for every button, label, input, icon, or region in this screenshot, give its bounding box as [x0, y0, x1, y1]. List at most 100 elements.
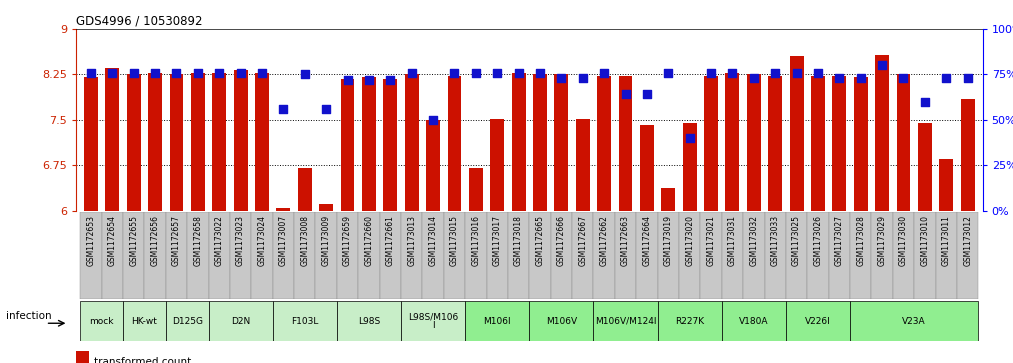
- Point: [511, 70, 527, 76]
- Text: GSM1173007: GSM1173007: [279, 215, 288, 266]
- Bar: [101, 212, 123, 299]
- Point: [724, 70, 741, 76]
- Text: GSM1173032: GSM1173032: [750, 215, 759, 266]
- Bar: [918, 123, 932, 211]
- Bar: [636, 212, 657, 299]
- Bar: [700, 212, 721, 299]
- Bar: [765, 212, 786, 299]
- Bar: [277, 208, 291, 211]
- Point: [574, 75, 591, 81]
- Text: V23A: V23A: [903, 317, 926, 326]
- Bar: [807, 212, 829, 299]
- Text: GSM1172663: GSM1172663: [621, 215, 630, 266]
- Text: GSM1173025: GSM1173025: [792, 215, 801, 266]
- Point: [126, 70, 142, 76]
- Bar: [657, 212, 679, 299]
- Bar: [744, 212, 765, 299]
- Bar: [512, 73, 526, 211]
- Point: [339, 77, 356, 83]
- Point: [382, 77, 398, 83]
- Point: [788, 70, 804, 76]
- Bar: [213, 73, 226, 211]
- Text: GSM1173008: GSM1173008: [300, 215, 309, 266]
- Bar: [127, 74, 141, 211]
- Bar: [850, 301, 979, 341]
- Bar: [572, 212, 594, 299]
- Bar: [315, 212, 337, 299]
- Bar: [533, 74, 547, 211]
- Text: GSM1173012: GSM1173012: [963, 215, 972, 266]
- Point: [682, 135, 698, 141]
- Bar: [337, 212, 359, 299]
- Bar: [747, 74, 761, 211]
- Bar: [359, 212, 380, 299]
- Bar: [76, 351, 89, 363]
- Text: GSM1172662: GSM1172662: [600, 215, 609, 266]
- Bar: [829, 212, 850, 299]
- Point: [425, 117, 442, 123]
- Point: [895, 75, 912, 81]
- Point: [746, 75, 762, 81]
- Text: GDS4996 / 10530892: GDS4996 / 10530892: [76, 15, 203, 28]
- Bar: [725, 73, 739, 211]
- Text: GSM1173026: GSM1173026: [813, 215, 823, 266]
- Point: [147, 70, 163, 76]
- Text: M106V/M124I: M106V/M124I: [595, 317, 656, 326]
- Bar: [939, 159, 953, 211]
- Text: GSM1173014: GSM1173014: [428, 215, 438, 266]
- Text: GSM1173028: GSM1173028: [856, 215, 865, 266]
- Text: GSM1172665: GSM1172665: [536, 215, 544, 266]
- Point: [233, 70, 249, 76]
- Text: V180A: V180A: [739, 317, 769, 326]
- Text: GSM1172664: GSM1172664: [642, 215, 651, 266]
- Text: GSM1173015: GSM1173015: [450, 215, 459, 266]
- Bar: [704, 76, 718, 211]
- Bar: [405, 74, 418, 211]
- Point: [809, 70, 826, 76]
- Point: [959, 75, 976, 81]
- Bar: [465, 301, 529, 341]
- Text: GSM1173020: GSM1173020: [685, 215, 694, 266]
- Bar: [123, 301, 166, 341]
- Bar: [209, 301, 272, 341]
- Bar: [892, 212, 914, 299]
- Bar: [255, 73, 269, 211]
- Text: D2N: D2N: [231, 317, 250, 326]
- Bar: [80, 212, 101, 299]
- Text: M106I: M106I: [483, 317, 511, 326]
- Bar: [426, 120, 440, 211]
- Text: V226I: V226I: [805, 317, 831, 326]
- Point: [403, 70, 419, 76]
- Point: [660, 70, 677, 76]
- Text: GSM1173022: GSM1173022: [215, 215, 224, 266]
- Text: GSM1172659: GSM1172659: [343, 215, 353, 266]
- Bar: [960, 99, 975, 211]
- Bar: [529, 301, 594, 341]
- Bar: [187, 212, 209, 299]
- Point: [532, 70, 548, 76]
- Point: [767, 70, 783, 76]
- Bar: [768, 76, 782, 211]
- Point: [596, 70, 612, 76]
- Text: F103L: F103L: [291, 317, 318, 326]
- Bar: [721, 212, 744, 299]
- Bar: [337, 301, 401, 341]
- Bar: [145, 212, 166, 299]
- Bar: [166, 212, 187, 299]
- Bar: [448, 76, 461, 211]
- Text: GSM1173009: GSM1173009: [322, 215, 330, 266]
- Text: GSM1173013: GSM1173013: [407, 215, 416, 266]
- Text: R227K: R227K: [675, 317, 704, 326]
- Bar: [679, 212, 700, 299]
- Bar: [914, 212, 936, 299]
- Bar: [833, 76, 846, 211]
- Bar: [209, 212, 230, 299]
- Text: GSM1173030: GSM1173030: [899, 215, 908, 266]
- Text: GSM1172656: GSM1172656: [151, 215, 160, 266]
- Bar: [721, 301, 786, 341]
- Point: [489, 70, 505, 76]
- Text: M106V: M106V: [546, 317, 577, 326]
- Bar: [251, 212, 272, 299]
- Bar: [554, 74, 568, 211]
- Bar: [272, 212, 294, 299]
